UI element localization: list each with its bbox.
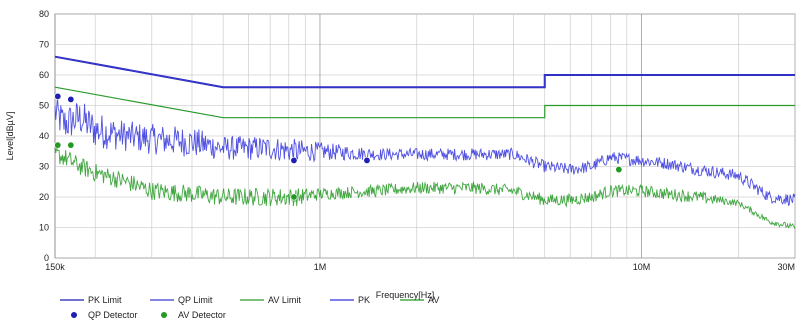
detector-point — [67, 95, 75, 103]
legend-item: PK — [330, 295, 370, 305]
y-tick-label: 0 — [44, 253, 49, 263]
x-tick-label: 30M — [777, 262, 795, 272]
grid-layer — [54, 13, 796, 259]
series-trace — [54, 145, 796, 230]
detector-point — [54, 141, 62, 149]
series-av-detector — [54, 141, 623, 201]
series-layer — [54, 55, 796, 230]
detector-point — [54, 92, 62, 100]
series-line — [54, 56, 795, 88]
series-av — [54, 145, 796, 230]
legend-item: AV Limit — [240, 295, 301, 305]
y-tick-label: 80 — [39, 9, 49, 19]
legend-item: QP Detector — [71, 310, 137, 320]
legend-item: PK Limit — [60, 295, 122, 305]
detector-point — [290, 156, 298, 164]
y-tick-label: 60 — [39, 70, 49, 80]
detector-point — [615, 166, 623, 174]
series-pk — [54, 96, 796, 206]
x-tick-label: 10M — [633, 262, 651, 272]
legend: PK Limit QP Limit AV Limit PK QP Detector AV … — [60, 295, 439, 320]
legend-label: AV — [428, 295, 439, 305]
detector-point — [290, 193, 298, 201]
legend-marker — [71, 312, 77, 318]
legend-label: QP Limit — [178, 295, 213, 305]
legend-item: AV — [400, 295, 439, 305]
series-line — [54, 86, 795, 119]
legend-item: AV Detector — [161, 310, 226, 320]
legend-label: QP Detector — [88, 310, 137, 320]
x-tick-label: 150k — [45, 262, 65, 272]
legend-label: AV Detector — [178, 310, 226, 320]
legend-label: PK Limit — [88, 295, 122, 305]
detector-point — [363, 156, 371, 164]
legend-label: AV Limit — [268, 295, 301, 305]
y-tick-label: 30 — [39, 162, 49, 172]
x-axis-label: Frequency[Hz] — [376, 290, 435, 300]
x-tick-label: 1M — [314, 262, 327, 272]
axis-layer: 0 10 20 30 40 50 60 70 80 150k 1M 10M 30M — [39, 9, 795, 272]
series-qp-detector — [54, 92, 371, 164]
series-av-limit — [54, 86, 795, 119]
y-tick-label: 20 — [39, 192, 49, 202]
legend-marker — [161, 312, 167, 318]
y-tick-label: 10 — [39, 223, 49, 233]
y-tick-label: 50 — [39, 101, 49, 111]
y-tick-label: 70 — [39, 40, 49, 50]
detector-point — [67, 141, 75, 149]
y-axis-label: Level[dBµV] — [5, 112, 15, 161]
series-qp-limit — [54, 56, 795, 88]
y-tick-label: 40 — [39, 131, 49, 141]
legend-label: PK — [358, 295, 370, 305]
series-trace — [54, 96, 796, 206]
legend-item: QP Limit — [150, 295, 213, 305]
